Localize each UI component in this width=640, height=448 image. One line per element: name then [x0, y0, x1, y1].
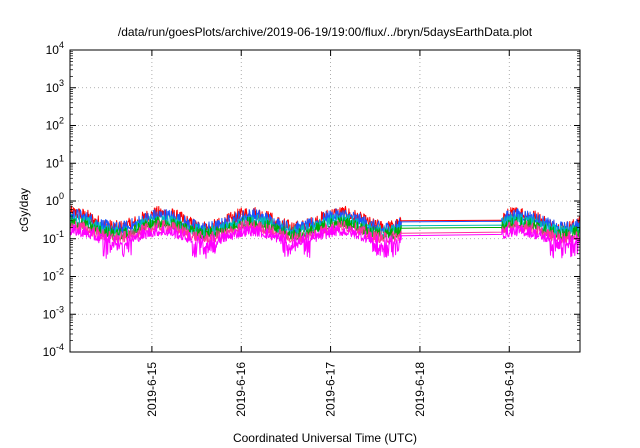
y-tick-label: 102: [46, 116, 64, 133]
series-line: [69, 216, 581, 241]
y-axis-label: cGy/day: [17, 188, 31, 232]
y-tick-label: 103: [46, 78, 64, 95]
x-tick-label: 2019-6-19: [502, 362, 516, 417]
y-tick-label: 104: [46, 40, 64, 57]
x-tick-label: 2019-6-17: [324, 362, 338, 417]
y-tick-label: 10-1: [43, 229, 64, 246]
y-tick-label: 100: [46, 191, 64, 208]
y-tick-label: 10-4: [43, 342, 64, 359]
y-tick-label: 10-3: [43, 304, 64, 321]
series-group: [69, 205, 581, 259]
grid: [70, 50, 580, 352]
x-axis-label: Coordinated Universal Time (UTC): [233, 431, 417, 445]
chart-title: /data/run/goesPlots/archive/2019-06-19/1…: [118, 25, 533, 39]
x-tick-label: 2019-6-15: [145, 362, 159, 417]
y-tick-label: 101: [46, 153, 64, 170]
series-line: [69, 224, 581, 259]
axis-ticks: 10-4 10-3 10-2 10-1 100 101 102 103 104 2019-6-15…: [43, 40, 580, 417]
series-line: [69, 219, 580, 244]
x-tick-label: 2019-6-18: [413, 362, 427, 417]
x-tick-label: 2019-6-16: [234, 362, 248, 417]
y-tick-label: 10-2: [43, 267, 64, 284]
